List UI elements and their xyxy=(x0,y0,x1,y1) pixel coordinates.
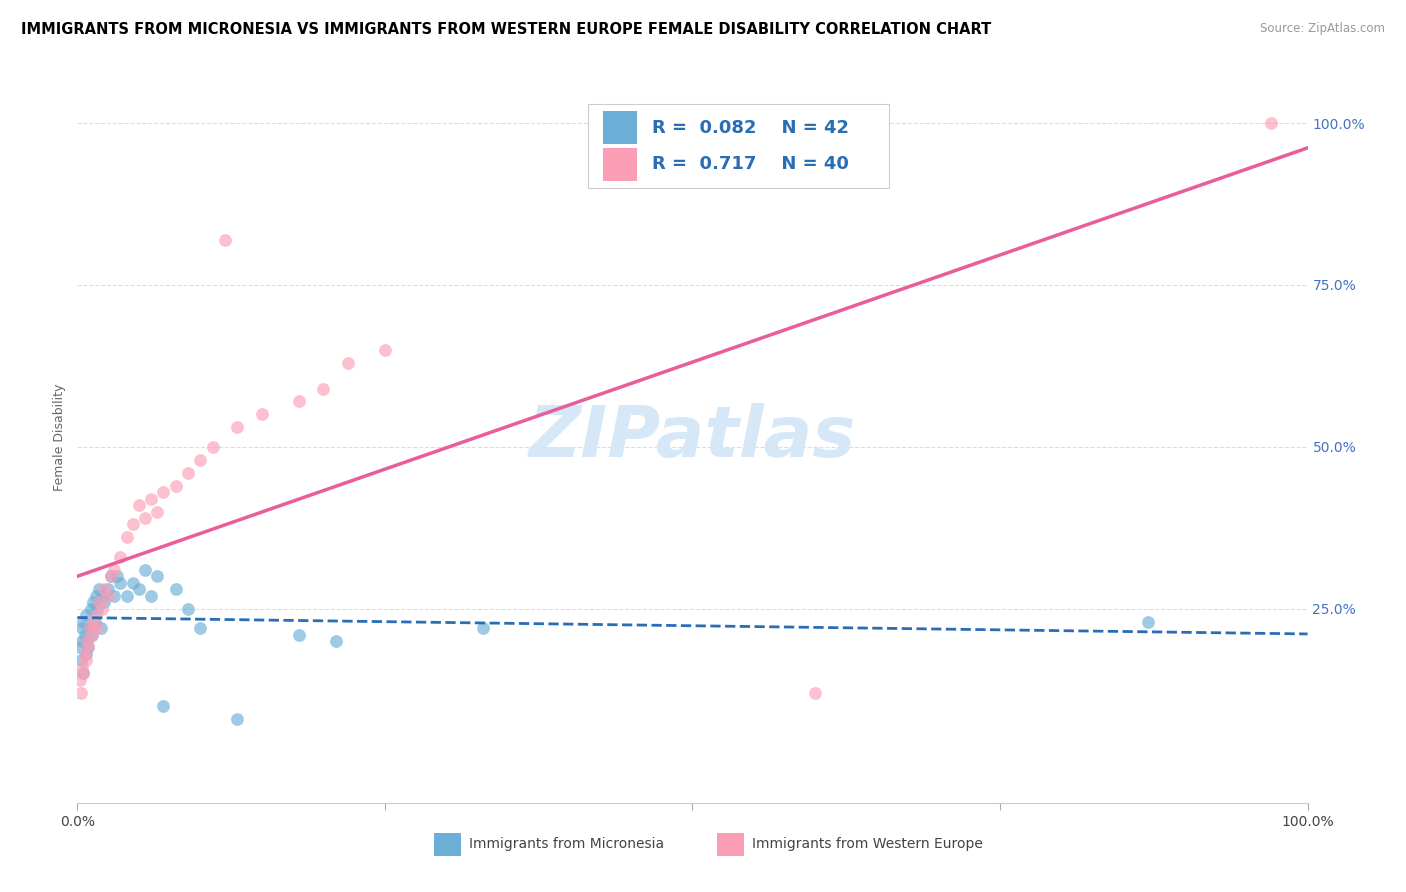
Y-axis label: Female Disability: Female Disability xyxy=(53,384,66,491)
Point xyxy=(226,712,249,726)
Point xyxy=(75,647,97,661)
Point xyxy=(89,582,111,597)
Point xyxy=(70,634,93,648)
Point xyxy=(121,575,143,590)
Point xyxy=(89,595,111,609)
Point xyxy=(177,601,200,615)
Point xyxy=(152,485,174,500)
Point xyxy=(325,634,347,648)
Point xyxy=(79,621,101,635)
Point xyxy=(288,627,311,641)
Point xyxy=(80,601,103,615)
Point xyxy=(177,466,200,480)
Point xyxy=(188,452,212,467)
FancyBboxPatch shape xyxy=(588,104,890,188)
Point xyxy=(134,563,156,577)
Point xyxy=(73,627,96,641)
Point xyxy=(804,686,827,700)
Point xyxy=(76,634,98,648)
Text: IMMIGRANTS FROM MICRONESIA VS IMMIGRANTS FROM WESTERN EUROPE FEMALE DISABILITY C: IMMIGRANTS FROM MICRONESIA VS IMMIGRANTS… xyxy=(21,22,991,37)
Point xyxy=(128,498,150,512)
Point xyxy=(75,608,97,623)
Point xyxy=(69,673,91,687)
Point xyxy=(84,589,107,603)
Point xyxy=(165,478,187,492)
Text: Source: ZipAtlas.com: Source: ZipAtlas.com xyxy=(1260,22,1385,36)
Point xyxy=(70,653,93,667)
Point xyxy=(93,582,115,597)
Point xyxy=(72,615,94,629)
Point xyxy=(312,382,335,396)
Point xyxy=(90,621,112,635)
Point xyxy=(121,517,143,532)
Point xyxy=(77,640,100,655)
Point xyxy=(79,621,101,635)
Point xyxy=(141,589,163,603)
Point xyxy=(100,569,122,583)
Text: R =  0.717    N = 40: R = 0.717 N = 40 xyxy=(652,155,849,173)
FancyBboxPatch shape xyxy=(603,148,637,181)
Point xyxy=(1260,116,1282,130)
Point xyxy=(1136,615,1159,629)
Point xyxy=(250,408,273,422)
Point xyxy=(72,666,94,681)
Point xyxy=(77,640,100,655)
Point xyxy=(105,569,128,583)
Point xyxy=(76,634,98,648)
Point xyxy=(82,627,104,641)
Text: R =  0.082    N = 42: R = 0.082 N = 42 xyxy=(652,119,849,136)
Point xyxy=(152,698,174,713)
Point xyxy=(97,589,120,603)
Point xyxy=(103,563,125,577)
Text: Immigrants from Western Europe: Immigrants from Western Europe xyxy=(752,838,983,852)
Point xyxy=(128,582,150,597)
Point xyxy=(337,356,360,370)
Point xyxy=(70,686,93,700)
Point xyxy=(165,582,187,597)
Point xyxy=(83,615,105,629)
Point xyxy=(141,491,163,506)
Point xyxy=(288,394,311,409)
FancyBboxPatch shape xyxy=(717,833,744,856)
Point xyxy=(201,440,224,454)
Point xyxy=(90,601,114,615)
Point xyxy=(93,595,115,609)
FancyBboxPatch shape xyxy=(603,112,637,145)
Point xyxy=(86,621,108,635)
Point xyxy=(115,589,138,603)
Point xyxy=(69,640,91,655)
Point xyxy=(70,621,93,635)
Point xyxy=(82,627,104,641)
Point xyxy=(82,595,104,609)
Point xyxy=(134,511,156,525)
Point xyxy=(214,233,236,247)
Point xyxy=(115,530,138,544)
Point xyxy=(146,504,169,518)
FancyBboxPatch shape xyxy=(434,833,461,856)
Point xyxy=(72,666,94,681)
Point xyxy=(188,621,212,635)
Point xyxy=(374,343,396,357)
Point xyxy=(103,589,125,603)
Point xyxy=(82,615,104,629)
Point xyxy=(90,589,114,603)
Point xyxy=(97,582,120,597)
Point xyxy=(70,660,93,674)
Point xyxy=(100,569,122,583)
Point xyxy=(472,621,495,635)
Point xyxy=(146,569,169,583)
Point xyxy=(84,608,107,623)
Point xyxy=(75,653,97,667)
Point xyxy=(73,647,96,661)
Point xyxy=(86,601,108,615)
Point xyxy=(110,549,132,564)
Point xyxy=(110,575,132,590)
Text: Immigrants from Micronesia: Immigrants from Micronesia xyxy=(468,838,664,852)
Text: ZIPatlas: ZIPatlas xyxy=(529,402,856,472)
Point xyxy=(226,420,249,434)
